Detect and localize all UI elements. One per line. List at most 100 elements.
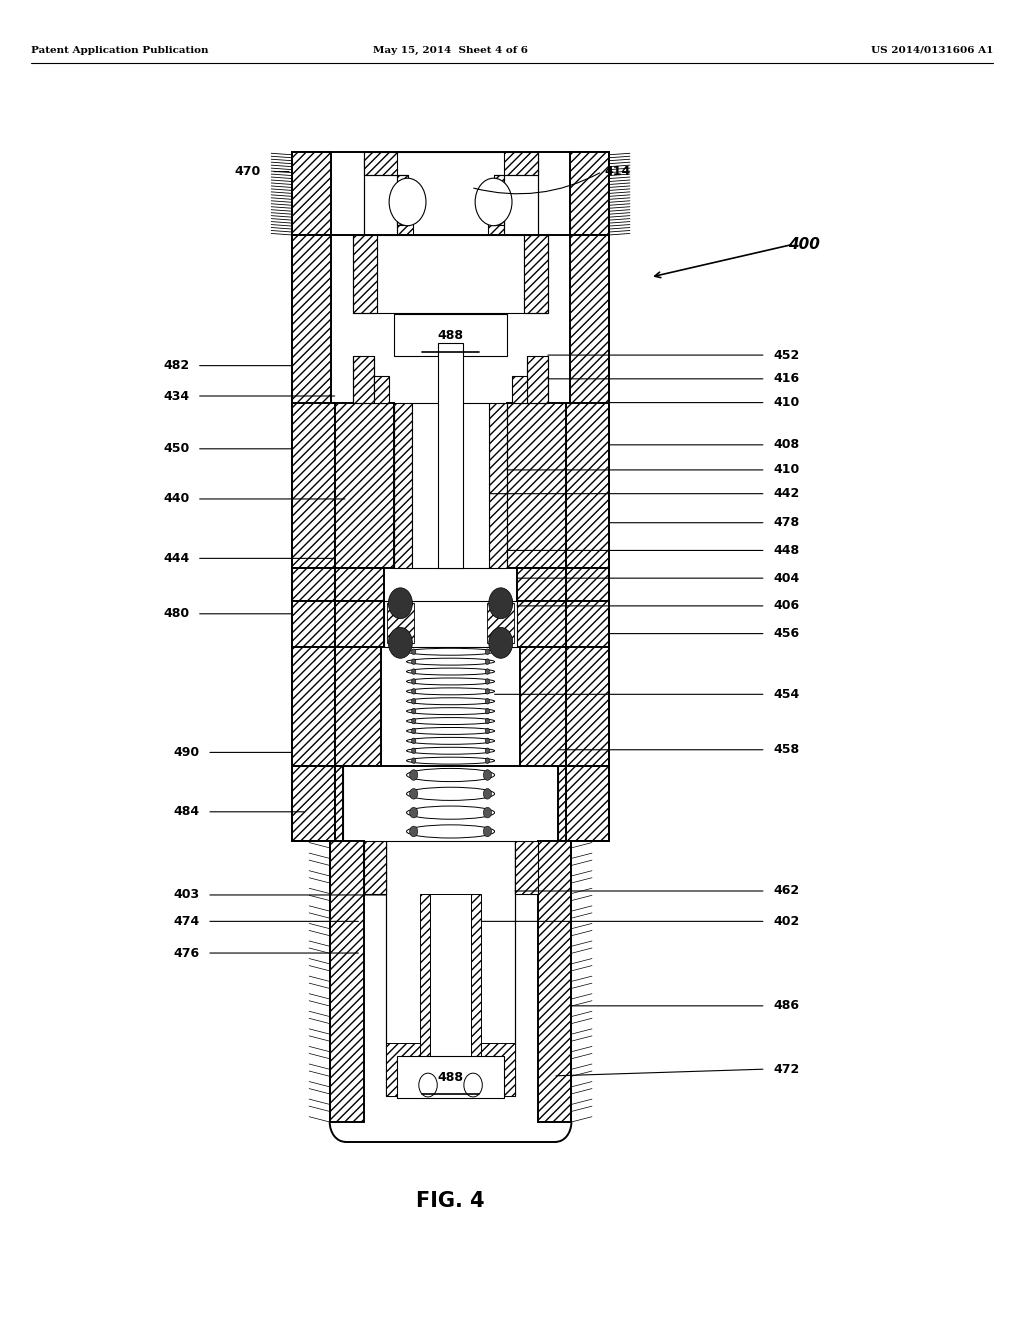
Bar [386, 841, 515, 1096]
Bar [292, 403, 335, 568]
Text: 400: 400 [788, 236, 820, 252]
Text: 484: 484 [173, 805, 200, 818]
Bar [292, 766, 335, 841]
Bar [335, 766, 343, 841]
Circle shape [485, 709, 489, 714]
Ellipse shape [407, 758, 495, 764]
Bar [364, 152, 397, 176]
Bar [377, 235, 524, 313]
Circle shape [485, 649, 489, 655]
Bar [353, 356, 374, 403]
Text: 490: 490 [173, 746, 200, 759]
Bar [364, 152, 538, 235]
Text: 448: 448 [773, 544, 800, 557]
Text: 410: 410 [773, 463, 800, 477]
Bar [335, 568, 384, 601]
Bar [292, 152, 331, 235]
Text: 480: 480 [163, 607, 189, 620]
Bar [517, 601, 566, 647]
Bar [566, 403, 609, 568]
Bar [489, 403, 507, 568]
Circle shape [419, 1073, 437, 1097]
Text: 434: 434 [163, 389, 189, 403]
Text: 474: 474 [173, 915, 200, 928]
Bar [335, 601, 384, 647]
Circle shape [485, 738, 489, 743]
Bar [335, 403, 394, 568]
Bar [524, 235, 548, 313]
Text: 442: 442 [773, 487, 800, 500]
Circle shape [483, 826, 492, 837]
Bar [566, 601, 609, 647]
Ellipse shape [407, 825, 495, 838]
Circle shape [483, 808, 492, 818]
Bar [566, 647, 609, 766]
Bar [570, 152, 609, 235]
Circle shape [410, 826, 418, 837]
Text: 416: 416 [773, 372, 800, 385]
Ellipse shape [407, 708, 495, 714]
Bar [438, 343, 463, 568]
Circle shape [410, 808, 418, 818]
Bar [481, 1043, 515, 1096]
Bar [504, 152, 538, 176]
Text: 440: 440 [163, 492, 189, 506]
Circle shape [488, 627, 513, 659]
Bar [374, 376, 389, 403]
Circle shape [388, 587, 413, 619]
Bar [364, 841, 386, 894]
Bar [558, 766, 566, 841]
Circle shape [485, 678, 489, 684]
Ellipse shape [407, 698, 495, 705]
Circle shape [412, 729, 416, 734]
Circle shape [488, 587, 513, 619]
Circle shape [410, 770, 418, 780]
Bar [387, 603, 414, 643]
Circle shape [412, 758, 416, 763]
Bar [471, 894, 481, 1082]
Bar [515, 841, 538, 894]
Text: 406: 406 [773, 599, 800, 612]
Text: 476: 476 [173, 946, 200, 960]
Text: Patent Application Publication: Patent Application Publication [31, 46, 208, 54]
Bar [538, 841, 571, 1122]
Circle shape [485, 659, 489, 664]
Circle shape [388, 627, 413, 659]
Circle shape [410, 788, 418, 799]
Bar [330, 841, 364, 1122]
Text: FIG. 4: FIG. 4 [416, 1191, 485, 1212]
Text: 408: 408 [773, 438, 800, 451]
Circle shape [464, 1073, 482, 1097]
Circle shape [485, 758, 489, 763]
Text: 450: 450 [163, 442, 189, 455]
Bar [507, 403, 566, 568]
Bar [517, 568, 566, 601]
Circle shape [412, 669, 416, 675]
Bar [292, 568, 335, 601]
Text: 482: 482 [163, 359, 189, 372]
Bar [386, 1043, 420, 1096]
Text: 478: 478 [773, 516, 800, 529]
Ellipse shape [407, 648, 495, 655]
Text: 488: 488 [437, 1071, 464, 1084]
Circle shape [412, 709, 416, 714]
Circle shape [483, 770, 492, 780]
Bar [512, 376, 527, 403]
Bar [397, 1056, 504, 1098]
Text: 452: 452 [773, 348, 800, 362]
Circle shape [485, 698, 489, 704]
Bar [487, 603, 514, 643]
Bar [566, 568, 609, 601]
Text: 402: 402 [773, 915, 800, 928]
Ellipse shape [407, 807, 495, 820]
Circle shape [412, 649, 416, 655]
Text: 444: 444 [163, 552, 189, 565]
Bar [397, 176, 408, 189]
Bar [412, 403, 489, 568]
Bar [292, 601, 335, 647]
Circle shape [485, 689, 489, 694]
Bar [494, 176, 504, 189]
Bar [430, 894, 471, 1082]
Bar [520, 647, 566, 766]
Bar [353, 235, 377, 313]
